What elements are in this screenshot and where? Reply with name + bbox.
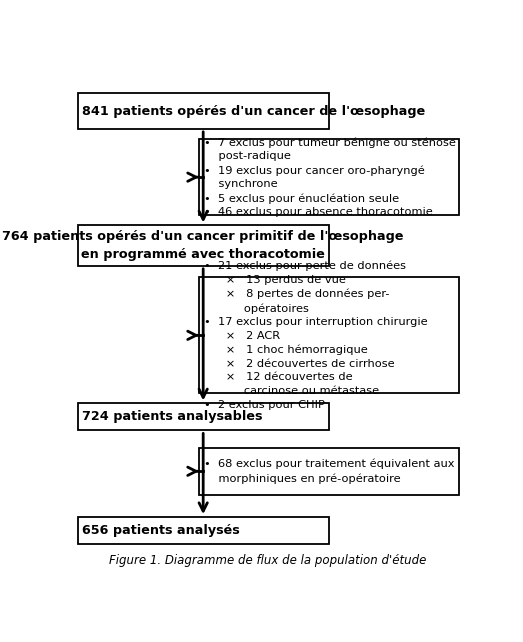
Text: 656 patients analysés: 656 patients analysés	[83, 524, 240, 537]
Text: •  7 exclus pour tumeur bénigne ou sténose
    post-radique
•  19 exclus pour ca: • 7 exclus pour tumeur bénigne ou sténos…	[204, 137, 456, 217]
Text: •  21 exclus pour perte de données
      ×   13 perdus de vue
      ×   8 pertes: • 21 exclus pour perte de données × 13 p…	[204, 261, 428, 410]
FancyBboxPatch shape	[199, 277, 459, 394]
FancyBboxPatch shape	[77, 403, 329, 431]
FancyBboxPatch shape	[77, 225, 329, 266]
FancyBboxPatch shape	[77, 93, 329, 129]
Text: •  68 exclus pour traitement équivalent aux
    morphiniques en pré-opératoire: • 68 exclus pour traitement équivalent a…	[204, 459, 454, 483]
FancyBboxPatch shape	[199, 139, 459, 216]
FancyBboxPatch shape	[77, 517, 329, 544]
Text: 841 patients opérés d'un cancer de l'œsophage: 841 patients opérés d'un cancer de l'œso…	[83, 105, 426, 117]
FancyBboxPatch shape	[199, 448, 459, 495]
Text: 724 patients analysables: 724 patients analysables	[83, 410, 263, 423]
Text: 764 patients opérés d'un cancer primitif de l'œsophage
en programmé avec thoraco: 764 patients opérés d'un cancer primitif…	[3, 230, 404, 261]
Text: Figure 1. Diagramme de flux de la population d'étude: Figure 1. Diagramme de flux de la popula…	[109, 554, 427, 567]
